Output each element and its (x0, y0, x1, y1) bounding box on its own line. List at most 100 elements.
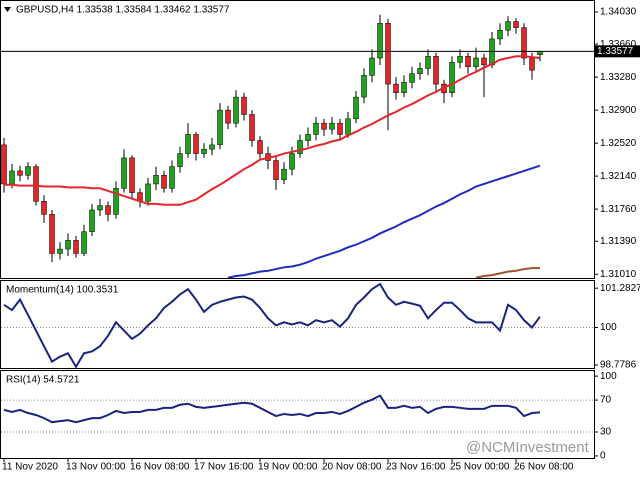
candle-body (1, 144, 7, 185)
y-tick-label: 98.7786 (600, 360, 637, 371)
candle-body (17, 170, 23, 176)
panel-frame (0, 0, 595, 279)
candle-body (481, 57, 487, 66)
candle-body (449, 62, 455, 94)
candle-body (457, 56, 463, 63)
candle-body (257, 140, 263, 154)
candle-body (497, 29, 503, 40)
x-tick-label: 17 Nov 16:00 (194, 462, 254, 473)
moving-average (4, 55, 541, 206)
candle-body (329, 122, 335, 130)
candle-body (409, 73, 415, 83)
indicator-line (3, 394, 541, 424)
x-tick-label: 11 Nov 2020 (2, 462, 58, 473)
candle-body (521, 27, 527, 59)
candle-body (537, 51, 543, 55)
x-tick-label: 13 Nov 00:00 (66, 462, 126, 473)
candle-body (505, 21, 511, 31)
candle-body (25, 166, 31, 176)
last-price-label: 1.33577 (597, 46, 634, 57)
y-tick-label: 100 (600, 322, 617, 333)
moving-average (475, 267, 540, 278)
candle-body (489, 38, 495, 66)
y-tick-label: 70 (600, 395, 612, 406)
candle-body (313, 122, 319, 135)
panel-title: Momentum(14) 100.3531 (6, 285, 119, 296)
candle-body (321, 122, 327, 130)
candle-body (113, 188, 119, 215)
candle-body (433, 56, 439, 85)
panel-frame (0, 370, 595, 459)
candle-body (81, 231, 87, 254)
candle-body (465, 56, 471, 67)
panel-title: RSI(14) 54.5721 (6, 375, 80, 386)
candle-body (297, 140, 303, 154)
y-tick-label: 1.33280 (600, 72, 637, 83)
indicator-line (3, 282, 541, 368)
candle-body (57, 248, 63, 254)
candle-body (185, 134, 191, 154)
x-tick-label: 19 Nov 00:00 (258, 462, 318, 473)
x-tick-label: 20 Nov 08:00 (322, 462, 382, 473)
candle-body (65, 240, 71, 250)
candle-body (145, 183, 151, 202)
y-tick-label: 101.2827 (600, 283, 640, 294)
candle-body (161, 175, 167, 189)
x-tick-label: 16 Nov 08:00 (130, 462, 190, 473)
candle-body (393, 83, 399, 94)
candle-body (105, 205, 111, 215)
candle-body (233, 96, 239, 124)
candle-body (377, 23, 383, 59)
candle-body (425, 56, 431, 69)
candle-body (217, 109, 223, 146)
candle-body (273, 160, 279, 180)
candle-body (513, 21, 519, 28)
panel-title: GBPUSD,H4 1.33538 1.33584 1.33462 1.3357… (16, 5, 230, 16)
candle-body (385, 23, 391, 85)
y-tick-label: 1.31010 (600, 269, 637, 280)
candle-body (49, 214, 55, 254)
plot-area (1, 282, 594, 368)
y-tick-label: 0 (600, 451, 606, 462)
candle-body (153, 175, 159, 185)
candle-body (241, 96, 247, 115)
y-tick-label: 1.33660 (600, 39, 637, 50)
candle-body (401, 82, 407, 94)
candle-body (9, 170, 15, 185)
y-tick-label: 1.31390 (600, 236, 637, 247)
candle-body (281, 168, 287, 180)
x-tick-label: 26 Nov 08:00 (514, 462, 574, 473)
candle-body (473, 57, 479, 67)
candle-body (177, 153, 183, 167)
watermark: @NCMInvestment (466, 439, 590, 456)
candle-body (209, 144, 215, 150)
candle-body (73, 240, 79, 254)
y-tick-label: 1.32140 (600, 171, 637, 182)
y-tick-label: 1.32520 (600, 138, 637, 149)
y-tick-label: 1.34030 (600, 7, 637, 18)
collapse-icon[interactable] (4, 7, 11, 12)
candle-body (249, 114, 255, 141)
candle-body (345, 118, 351, 135)
panel-frame (0, 280, 595, 369)
candle-body (193, 134, 199, 154)
candle-body (305, 134, 311, 141)
candle-body (97, 205, 103, 211)
y-tick-label: 30 (600, 427, 612, 438)
y-tick-label: 1.32900 (600, 105, 637, 116)
candle-body (289, 153, 295, 170)
candle-body (201, 148, 207, 154)
x-tick-label: 25 Nov 00:00 (450, 462, 510, 473)
candle-body (353, 96, 359, 120)
y-tick-label: 100 (600, 371, 617, 382)
candle-body (337, 122, 343, 135)
moving-average (227, 164, 541, 278)
candle-body (225, 109, 231, 124)
candle-body (89, 209, 95, 232)
candle-body (129, 157, 135, 193)
x-tick-label: 23 Nov 16:00 (386, 462, 446, 473)
last-price-box (594, 45, 640, 58)
candle-body (121, 157, 127, 189)
